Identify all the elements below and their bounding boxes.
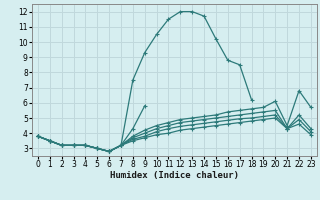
X-axis label: Humidex (Indice chaleur): Humidex (Indice chaleur) <box>110 171 239 180</box>
